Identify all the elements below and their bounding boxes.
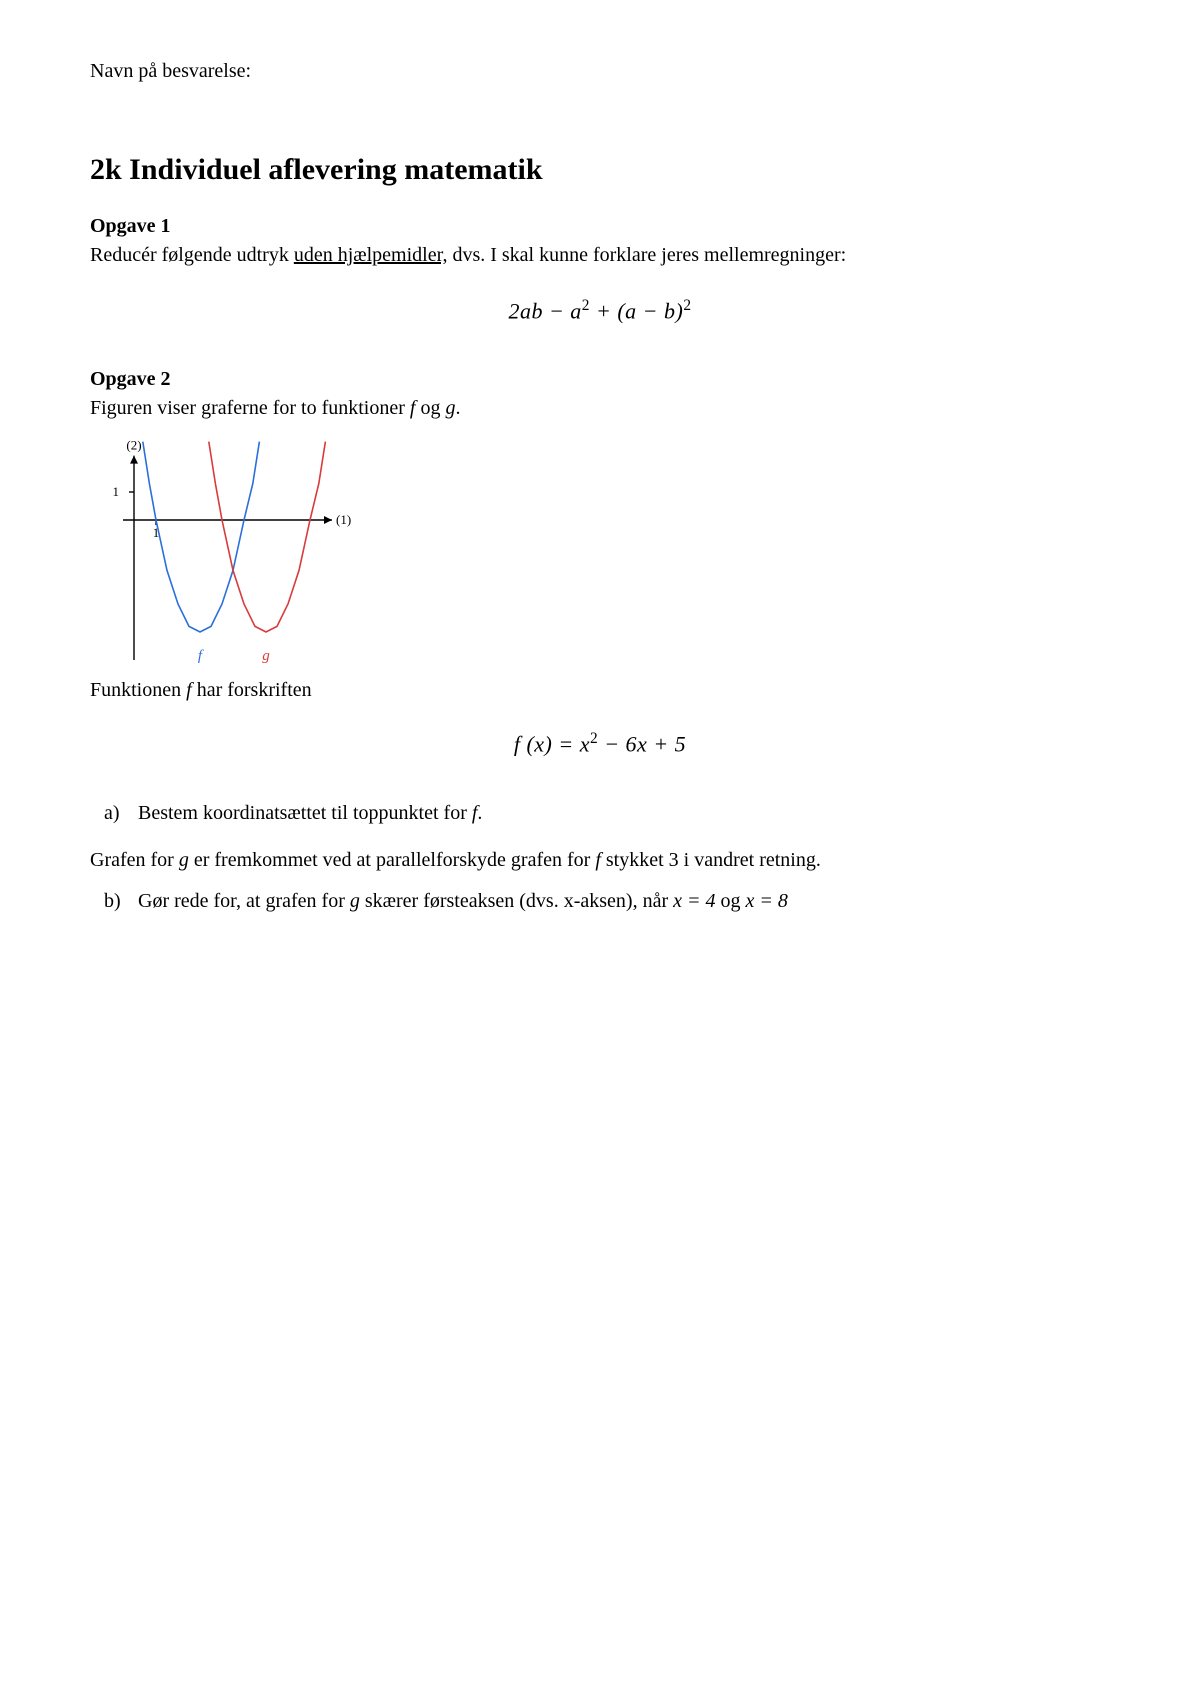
task2-formula: f (x) = x2 − 6x + 5 bbox=[90, 730, 1110, 757]
task1-intro: Reducér følgende udtryk uden hjælpemidle… bbox=[90, 242, 1110, 269]
svg-text:f: f bbox=[198, 648, 204, 664]
task2-intro-period: . bbox=[455, 397, 460, 419]
task2-sub-a-pre: Bestem koordinatsættet til toppunktet fo… bbox=[138, 802, 472, 824]
answer-name-label: Navn på besvarelse: bbox=[90, 60, 1110, 83]
task1-heading: Opgave 1 bbox=[90, 215, 1110, 238]
task2-intro: Figuren viser graferne for to funktioner… bbox=[90, 395, 1110, 422]
task2-sub-b-pre: Gør rede for, at grafen for bbox=[138, 890, 350, 912]
task2-sub-b-g: g bbox=[350, 890, 360, 912]
task2-sub-a: a) Bestem koordinatsættet til toppunktet… bbox=[138, 802, 1110, 825]
task2-intro-og: og bbox=[415, 397, 445, 419]
parabola-chart-svg: 11(1)(2)fg bbox=[90, 428, 370, 668]
task2-sub-b-mid: skærer førsteaksen (dvs. x-aksen), når bbox=[360, 890, 673, 912]
svg-text:g: g bbox=[262, 648, 270, 664]
task1-intro-underline: uden hjælpemidler, bbox=[294, 244, 448, 266]
task2-subtasks: a) Bestem koordinatsættet til toppunktet… bbox=[90, 802, 1110, 825]
task2-sub-b: b) Gør rede for, at grafen for g skærer … bbox=[138, 890, 1110, 913]
task2-afterchart-post: har forskriften bbox=[192, 679, 312, 701]
task2-between: Grafen for g er fremkommet ved at parall… bbox=[90, 849, 1110, 872]
task2-afterchart-pre: Funktionen bbox=[90, 679, 186, 701]
task2-between-post: stykket 3 i vandret retning. bbox=[601, 849, 821, 871]
task2-intro-g: g bbox=[445, 397, 455, 419]
svg-text:(1): (1) bbox=[336, 512, 351, 527]
task2-heading: Opgave 2 bbox=[90, 368, 1110, 391]
svg-text:1: 1 bbox=[113, 484, 120, 499]
document-page: Navn på besvarelse: 2k Individuel afleve… bbox=[0, 0, 1200, 997]
task1-formula: 2ab − a2 + (a − b)2 bbox=[90, 297, 1110, 324]
page-title: 2k Individuel aflevering matematik bbox=[90, 153, 1110, 187]
task1-intro-post: dvs. I skal kunne forklare jeres mellemr… bbox=[447, 244, 846, 266]
task2-sub-b-marker: b) bbox=[104, 890, 121, 913]
task2-chart: 11(1)(2)fg bbox=[90, 428, 1110, 673]
task2-sub-b-x4: x = 4 bbox=[673, 890, 715, 912]
task2-subtasks-b: b) Gør rede for, at grafen for g skærer … bbox=[90, 890, 1110, 913]
task2-sub-b-og: og bbox=[715, 890, 745, 912]
task2-sub-a-marker: a) bbox=[104, 802, 120, 825]
svg-text:(2): (2) bbox=[126, 438, 141, 453]
task2-between-pre: Grafen for bbox=[90, 849, 179, 871]
task1-intro-pre: Reducér følgende udtryk bbox=[90, 244, 294, 266]
task2-after-chart: Funktionen f har forskriften bbox=[90, 679, 1110, 702]
task2-intro-pre: Figuren viser graferne for to funktioner bbox=[90, 397, 410, 419]
task2-sub-b-x8: x = 8 bbox=[745, 890, 787, 912]
task2-sub-a-post: . bbox=[477, 802, 482, 824]
task2-between-mid: er fremkommet ved at parallelforskyde gr… bbox=[189, 849, 595, 871]
task2-between-g: g bbox=[179, 849, 189, 871]
